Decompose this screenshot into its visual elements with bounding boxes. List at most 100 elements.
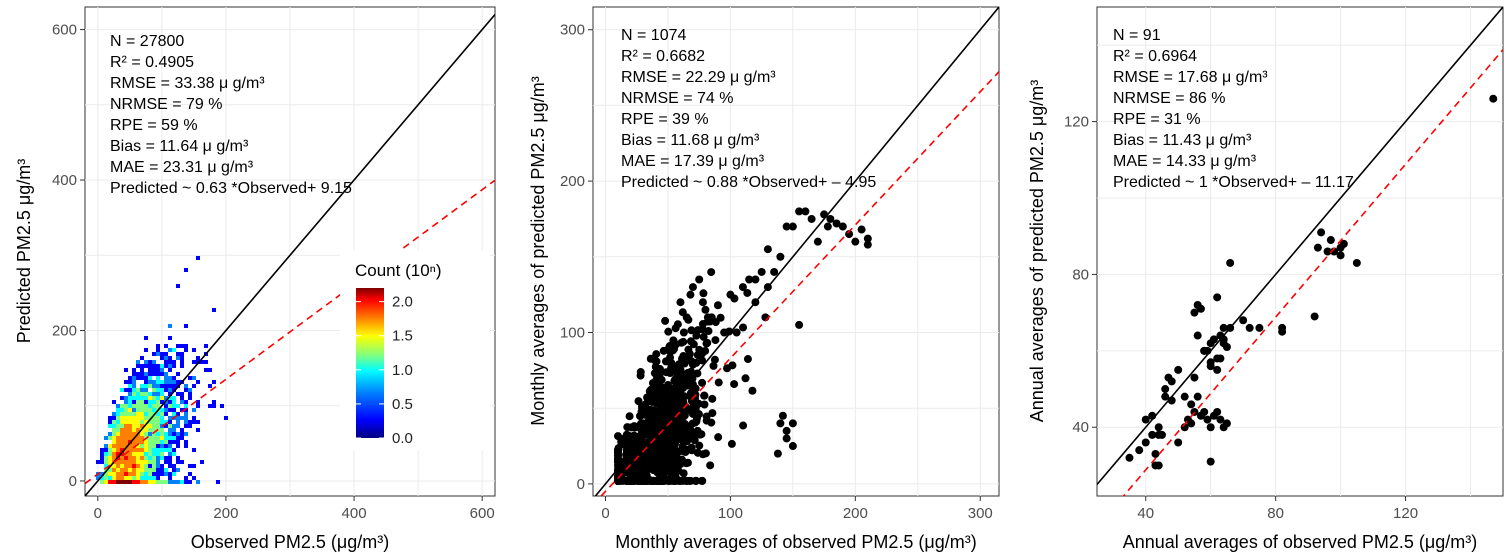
heat-cell: [180, 432, 184, 436]
scatter-point: [1148, 430, 1157, 439]
scatter-point: [667, 359, 676, 368]
heat-cell: [172, 396, 176, 400]
heat-cell: [160, 420, 164, 424]
heat-cell: [156, 412, 160, 416]
heat-cell: [160, 480, 164, 484]
scatter-point: [682, 313, 691, 322]
heat-cell: [160, 396, 164, 400]
stat-rmse: RMSE = 17.68 μ g/m³: [1113, 69, 1268, 86]
heat-cell: [180, 408, 184, 412]
scatter-point: [637, 433, 646, 442]
heat-cell: [116, 472, 120, 476]
heat-cell: [164, 460, 168, 464]
heat-cell: [172, 384, 176, 388]
scatter-point: [679, 447, 688, 456]
scatter-point: [671, 476, 680, 485]
heat-cell: [132, 476, 136, 480]
scatter-point: [727, 439, 736, 448]
heat-cell: [120, 476, 124, 480]
heat-cell: [164, 372, 168, 376]
heat-cell: [100, 472, 104, 476]
heat-cell: [140, 460, 144, 464]
heat-cell: [176, 436, 180, 440]
heat-cell: [160, 468, 164, 472]
heat-cell: [180, 480, 184, 484]
heat-cell: [156, 448, 160, 452]
heat-cell: [168, 420, 172, 424]
scatter-point: [1352, 258, 1361, 267]
heat-cell: [188, 472, 192, 476]
heat-cell: [140, 404, 144, 408]
scatter-point: [1489, 94, 1498, 103]
heat-cell: [168, 356, 172, 360]
heat-cell: [152, 480, 156, 484]
scatter-point: [693, 326, 702, 335]
scatter-point: [700, 400, 709, 409]
heat-cell: [136, 364, 140, 368]
heat-cell: [212, 404, 216, 408]
heat-cell: [164, 408, 168, 412]
heat-cell: [120, 428, 124, 432]
heat-cell: [116, 404, 120, 408]
heat-cell: [128, 456, 132, 460]
heat-cell: [112, 452, 116, 456]
scatter-point: [1190, 308, 1199, 317]
heat-cell: [168, 480, 172, 484]
stat-mae: MAE = 14.33 μ g/m³: [1113, 153, 1257, 170]
stat-fit: Predicted ~ 0.63 *Observed+ 9.15: [110, 180, 352, 197]
heat-cell: [172, 428, 176, 432]
heat-cell: [164, 364, 168, 368]
heat-cell: [156, 472, 160, 476]
stat-rpe: RPE = 39 %: [621, 111, 709, 128]
heat-cell: [160, 380, 164, 384]
heat-cell: [100, 452, 104, 456]
heat-cell: [116, 460, 120, 464]
heat-cell: [180, 400, 184, 404]
heat-cell: [156, 352, 160, 356]
scatter-point: [704, 327, 713, 336]
heat-cell: [140, 408, 144, 412]
heat-cell: [152, 460, 156, 464]
heat-cell: [160, 388, 164, 392]
heat-cell: [168, 428, 172, 432]
heat-cell: [152, 364, 156, 368]
heat-cell: [164, 436, 168, 440]
heat-cell: [152, 380, 156, 384]
heat-cell: [140, 464, 144, 468]
heat-cell: [204, 344, 208, 348]
heat-cell: [112, 448, 116, 452]
heat-cell: [172, 400, 176, 404]
heat-cell: [172, 388, 176, 392]
heat-cell: [144, 360, 148, 364]
heat-cell: [168, 360, 172, 364]
heat-cell: [148, 368, 152, 372]
scatter-point: [782, 222, 791, 231]
scatter-point: [773, 449, 782, 458]
stats-annotation: N = 91 R² = 0.6964 RMSE = 17.68 μ g/m³ N…: [1113, 27, 1354, 191]
heat-cell: [132, 472, 136, 476]
heat-cell: [112, 472, 116, 476]
heat-cell: [172, 360, 176, 364]
heat-cell: [120, 448, 124, 452]
heat-cell: [136, 424, 140, 428]
heat-cell: [144, 440, 148, 444]
reference-lines: [594, 7, 999, 496]
scatter-point: [1323, 247, 1332, 256]
heat-cell: [140, 468, 144, 472]
x-axis-label: Observed PM2.5 (μg/m³): [191, 532, 389, 552]
scatter-point: [1216, 354, 1225, 363]
heat-cell: [148, 376, 152, 380]
heat-cell: [124, 480, 128, 484]
scatter-point: [1196, 304, 1205, 313]
scatter-point: [640, 410, 649, 419]
heat-cell: [128, 376, 132, 380]
heat-cell: [144, 480, 148, 484]
scatter-point: [617, 440, 626, 449]
heat-cell: [144, 468, 148, 472]
heat-cell: [116, 436, 120, 440]
heat-cell: [124, 472, 128, 476]
heat-cell: [152, 384, 156, 388]
heat-cell: [128, 444, 132, 448]
heat-cell: [152, 404, 156, 408]
scatter-point: [695, 345, 704, 354]
